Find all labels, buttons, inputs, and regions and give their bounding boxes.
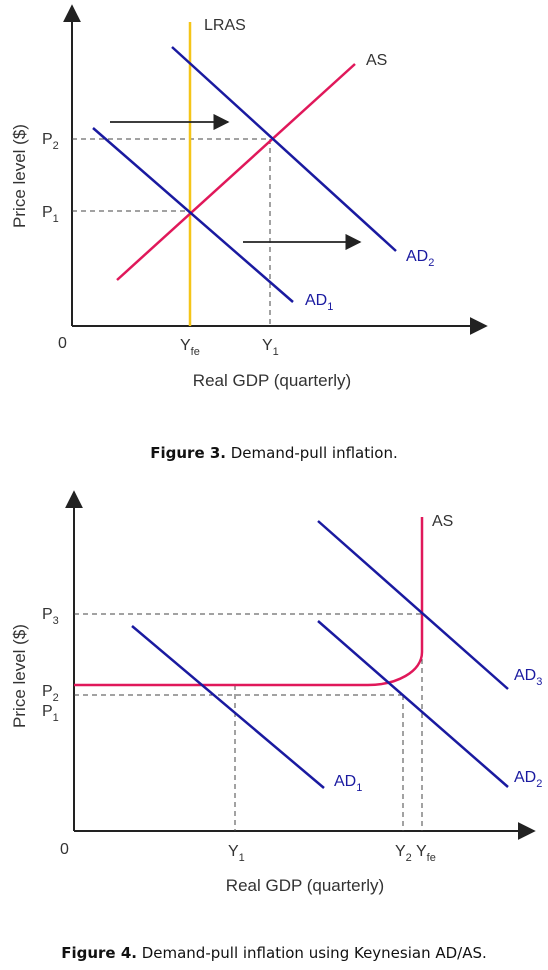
ad3-curve <box>317 520 509 690</box>
p1-tick-label: P1 <box>42 703 59 724</box>
ad3-label: AD3 <box>514 667 542 688</box>
p2-tick-label: P2 <box>42 131 59 152</box>
ad2-curve <box>171 46 397 252</box>
y-axis-label: Price level ($) <box>10 624 29 728</box>
figure-4-caption: Figure 4. Demand-pull inflation using Ke… <box>61 944 487 962</box>
ad2-curve <box>317 620 509 788</box>
as-curve <box>116 63 356 281</box>
ad1-label: AD1 <box>334 773 362 794</box>
y1-tick-label: Y1 <box>262 337 279 358</box>
yfe-tick-label: Yfe <box>180 337 200 358</box>
p2-tick-label: P2 <box>42 683 59 704</box>
origin-label: 0 <box>58 335 67 352</box>
ad1-curve <box>131 625 325 789</box>
p1-tick-label: P1 <box>42 204 59 225</box>
y1-tick-label: Y1 <box>228 843 245 864</box>
as-label: AS <box>366 52 387 69</box>
p3-tick-label: P3 <box>42 606 59 627</box>
ad2-label: AD2 <box>514 769 542 790</box>
x-axis-label: Real GDP (quarterly) <box>193 371 351 390</box>
yfe-tick-label: Yfe <box>416 843 436 864</box>
ad1-label: AD1 <box>305 292 333 313</box>
y-axis-label: Price level ($) <box>10 124 29 228</box>
ad1-curve <box>92 127 294 303</box>
origin-label: 0 <box>60 841 69 858</box>
keynesian-as-curve <box>74 517 424 687</box>
as-label: AS <box>432 513 453 530</box>
figure-3-caption: Figure 3. Demand-pull inflation. <box>150 444 397 462</box>
figure-3: LRAS AS AD2 AD1 P2 P1 0 Yfe Y1 Real GDP … <box>10 4 488 462</box>
ad2-label: AD2 <box>406 248 434 269</box>
y2-tick-label: Y2 <box>395 843 412 864</box>
x-axis-label: Real GDP (quarterly) <box>226 876 384 895</box>
figure-4: AS AD3 AD2 AD1 P3 P2 P1 0 Y1 Y2 Yfe Real… <box>10 490 542 962</box>
lras-label: LRAS <box>204 17 246 34</box>
